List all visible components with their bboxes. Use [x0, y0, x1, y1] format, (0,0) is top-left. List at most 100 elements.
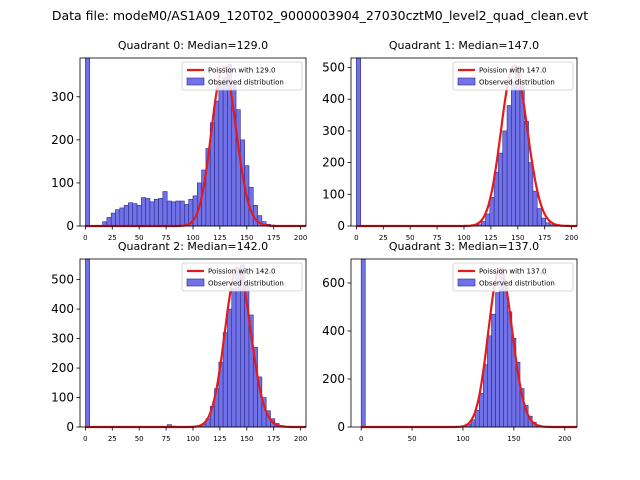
x-tick-label: 175 [267, 435, 280, 443]
histogram-bar [119, 207, 125, 227]
x-tick-label: 0 [359, 435, 363, 443]
x-tick-label: 200 [294, 435, 307, 443]
histogram-bar [145, 198, 151, 227]
histogram-bar [231, 288, 237, 428]
histogram-bar [158, 198, 164, 227]
quadrant-title: Quadrant 2: Median=142.0 [118, 240, 268, 253]
histogram-bar [532, 190, 538, 227]
y-tick-label: 300 [322, 124, 345, 138]
x-tick-label: 50 [135, 234, 144, 242]
x-tick-label: 25 [379, 234, 388, 242]
legend-box [181, 61, 303, 91]
histogram-bar [356, 57, 361, 227]
y-tick-label: 0 [66, 420, 74, 434]
legend: Poission with 137.0 Observed distribution [452, 262, 574, 292]
x-tick-label: 25 [108, 435, 117, 443]
quadrant-title: Quadrant 0: Median=129.0 [118, 39, 268, 52]
histogram-bar [214, 100, 220, 227]
x-tick-label: 200 [558, 435, 571, 443]
x-tick-label: 150 [240, 234, 253, 242]
histogram-bar [495, 292, 500, 428]
poisson-fit-line [361, 267, 577, 429]
y-tick-label: 100 [322, 187, 345, 201]
axes-frame [350, 258, 578, 428]
quadrant-title: Quadrant 3: Median=137.0 [389, 240, 539, 253]
histogram-bar [483, 364, 488, 428]
y-tick-label: 500 [51, 273, 74, 287]
x-tick-label: 200 [294, 234, 307, 242]
histogram-bar [218, 81, 224, 227]
y-tick-label: 200 [51, 361, 74, 375]
histogram-bar [184, 204, 189, 227]
legend-obs-swatch [186, 77, 205, 86]
histogram-bar [227, 308, 233, 428]
x-tick-label: 50 [406, 234, 415, 242]
y-tick-label: 600 [322, 276, 345, 290]
y-tick-label: 0 [337, 420, 345, 434]
y-tick-label: 200 [322, 156, 345, 170]
histogram-bar [506, 105, 512, 227]
histogram-bar [499, 268, 505, 428]
histogram-bar [503, 285, 509, 428]
histogram-bar [132, 203, 138, 227]
legend-box [452, 262, 574, 292]
histogram-bar [541, 217, 547, 227]
legend: Poission with 129.0 Observed distribution [181, 61, 303, 91]
histogram-bar [123, 205, 129, 227]
y-tick-label: 200 [322, 372, 345, 386]
x-tick-label: 75 [162, 234, 171, 242]
legend-fit-label: Poission with 147.0 [479, 67, 547, 75]
legend-fit-label: Poission with 129.0 [208, 67, 276, 75]
histogram-bar [478, 393, 484, 428]
x-tick-label: 175 [538, 234, 551, 242]
x-tick-label: 150 [240, 435, 253, 443]
histogram-bar [128, 202, 134, 227]
histogram-bar [511, 81, 516, 227]
y-tick-label: 0 [337, 219, 345, 233]
x-tick-label: 125 [484, 234, 497, 242]
y-tick-label: 300 [51, 332, 74, 346]
legend-obs-label: Observed distribution [208, 79, 284, 87]
x-tick-label: 25 [108, 234, 117, 242]
x-tick-label: 100 [186, 234, 199, 242]
histogram-bar [502, 130, 508, 227]
histogram-bar [498, 152, 504, 227]
x-tick-label: 150 [511, 234, 524, 242]
histogram-bar [85, 57, 90, 227]
legend-obs-swatch [186, 278, 205, 287]
histogram-bar [166, 200, 172, 227]
quadrant-0-chart: Quadrant 0: Median=129.0 0 25 50 75 100 125 150… [51, 39, 307, 242]
x-tick-label: 200 [565, 234, 578, 242]
y-tick-label: 0 [66, 219, 74, 233]
x-tick-label: 0 [83, 234, 87, 242]
histogram-bar [528, 162, 534, 227]
histogram-bar [136, 205, 142, 227]
legend-obs-label: Observed distribution [479, 280, 555, 288]
legend-obs-swatch [457, 278, 476, 287]
histogram-bar [360, 258, 366, 428]
figure-suptitle: Data file: modeM0/AS1A09_120T02_90000039… [51, 8, 589, 23]
histogram-bar [153, 198, 159, 227]
legend: Poission with 147.0 Observed distribution [452, 61, 574, 91]
histogram-bar [110, 212, 116, 227]
x-tick-label: 150 [507, 435, 520, 443]
x-tick-label: 125 [213, 234, 226, 242]
histogram-bar [115, 209, 121, 227]
legend: Poission with 142.0 Observed distribution [181, 262, 303, 292]
x-tick-label: 50 [408, 435, 417, 443]
x-tick-label: 100 [186, 435, 199, 443]
y-tick-label: 500 [322, 61, 345, 75]
histogram-bar [485, 213, 491, 227]
quadrant-3-chart: Quadrant 3: Median=137.0 0 50 100 150 200 0 200… [322, 240, 578, 443]
x-tick-label: 0 [83, 435, 87, 443]
x-tick-label: 50 [135, 435, 144, 443]
histogram-bar [85, 258, 90, 428]
y-tick-label: 300 [51, 90, 74, 104]
y-tick-label: 200 [51, 133, 74, 147]
legend-obs-label: Observed distribution [208, 280, 284, 288]
x-tick-label: 175 [267, 234, 280, 242]
legend-obs-label: Observed distribution [479, 79, 555, 87]
x-tick-label: 100 [456, 435, 469, 443]
y-tick-label: 400 [322, 324, 345, 338]
